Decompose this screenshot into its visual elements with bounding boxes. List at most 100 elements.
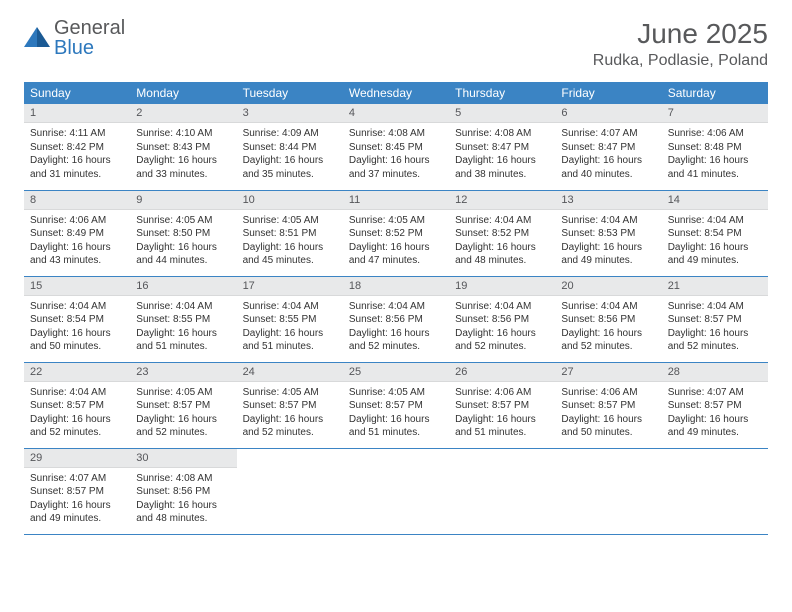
day-line: Daylight: 16 hours xyxy=(30,154,124,168)
day-line: Daylight: 16 hours xyxy=(136,327,230,341)
calendar-table: Sunday Monday Tuesday Wednesday Thursday… xyxy=(24,82,768,535)
day-line: Sunset: 8:53 PM xyxy=(561,227,655,241)
calendar-cell: 5Sunrise: 4:08 AMSunset: 8:47 PMDaylight… xyxy=(449,104,555,190)
day-line: Sunrise: 4:04 AM xyxy=(136,300,230,314)
day-number: 10 xyxy=(237,191,343,210)
day-body: Sunrise: 4:05 AMSunset: 8:57 PMDaylight:… xyxy=(237,382,343,446)
calendar-cell: 7Sunrise: 4:06 AMSunset: 8:48 PMDaylight… xyxy=(662,104,768,190)
day-line: Daylight: 16 hours xyxy=(561,241,655,255)
day-line: Sunset: 8:56 PM xyxy=(561,313,655,327)
day-line: Sunrise: 4:08 AM xyxy=(136,472,230,486)
day-line: Sunrise: 4:04 AM xyxy=(30,386,124,400)
day-line: and 48 minutes. xyxy=(455,254,549,268)
day-line: Daylight: 16 hours xyxy=(30,413,124,427)
day-number: 29 xyxy=(24,449,130,468)
day-line: and 38 minutes. xyxy=(455,168,549,182)
day-body: Sunrise: 4:06 AMSunset: 8:57 PMDaylight:… xyxy=(555,382,661,446)
day-line: and 47 minutes. xyxy=(349,254,443,268)
day-line: Sunset: 8:56 PM xyxy=(455,313,549,327)
day-number: 20 xyxy=(555,277,661,296)
day-number: 19 xyxy=(449,277,555,296)
calendar-cell xyxy=(449,448,555,534)
calendar-row: 29Sunrise: 4:07 AMSunset: 8:57 PMDayligh… xyxy=(24,448,768,534)
day-line: Daylight: 16 hours xyxy=(561,413,655,427)
day-line: Sunset: 8:54 PM xyxy=(30,313,124,327)
day-line: Sunrise: 4:05 AM xyxy=(136,214,230,228)
day-line: Sunset: 8:55 PM xyxy=(136,313,230,327)
day-body: Sunrise: 4:05 AMSunset: 8:57 PMDaylight:… xyxy=(130,382,236,446)
day-number: 12 xyxy=(449,191,555,210)
day-body: Sunrise: 4:04 AMSunset: 8:54 PMDaylight:… xyxy=(24,296,130,360)
day-line: and 37 minutes. xyxy=(349,168,443,182)
calendar-row: 15Sunrise: 4:04 AMSunset: 8:54 PMDayligh… xyxy=(24,276,768,362)
day-body: Sunrise: 4:08 AMSunset: 8:45 PMDaylight:… xyxy=(343,123,449,187)
day-body: Sunrise: 4:06 AMSunset: 8:48 PMDaylight:… xyxy=(662,123,768,187)
day-line: Sunrise: 4:11 AM xyxy=(30,127,124,141)
day-line: Sunrise: 4:08 AM xyxy=(455,127,549,141)
day-header: Sunday xyxy=(24,82,130,104)
day-line: Daylight: 16 hours xyxy=(455,327,549,341)
day-number: 21 xyxy=(662,277,768,296)
day-line: Sunrise: 4:07 AM xyxy=(30,472,124,486)
calendar-cell: 6Sunrise: 4:07 AMSunset: 8:47 PMDaylight… xyxy=(555,104,661,190)
day-line: Sunset: 8:45 PM xyxy=(349,141,443,155)
calendar-cell: 22Sunrise: 4:04 AMSunset: 8:57 PMDayligh… xyxy=(24,362,130,448)
calendar-cell: 11Sunrise: 4:05 AMSunset: 8:52 PMDayligh… xyxy=(343,190,449,276)
day-line: Sunrise: 4:04 AM xyxy=(455,300,549,314)
day-line: and 51 minutes. xyxy=(136,340,230,354)
calendar-cell: 21Sunrise: 4:04 AMSunset: 8:57 PMDayligh… xyxy=(662,276,768,362)
day-number: 27 xyxy=(555,363,661,382)
day-line: Sunrise: 4:08 AM xyxy=(349,127,443,141)
day-line: Daylight: 16 hours xyxy=(561,154,655,168)
day-number: 3 xyxy=(237,104,343,123)
calendar-cell: 18Sunrise: 4:04 AMSunset: 8:56 PMDayligh… xyxy=(343,276,449,362)
day-body: Sunrise: 4:04 AMSunset: 8:52 PMDaylight:… xyxy=(449,210,555,274)
calendar-cell: 14Sunrise: 4:04 AMSunset: 8:54 PMDayligh… xyxy=(662,190,768,276)
day-line: and 43 minutes. xyxy=(30,254,124,268)
day-line: Sunset: 8:57 PM xyxy=(349,399,443,413)
day-line: Sunrise: 4:04 AM xyxy=(668,214,762,228)
calendar-cell: 19 Sunrise: 4:04 AMSunset: 8:56 PMDayligh… xyxy=(449,276,555,362)
day-line: Sunset: 8:51 PM xyxy=(243,227,337,241)
day-line: Daylight: 16 hours xyxy=(136,413,230,427)
calendar-row: 8Sunrise: 4:06 AMSunset: 8:49 PMDaylight… xyxy=(24,190,768,276)
calendar-cell: 12Sunrise: 4:04 AMSunset: 8:52 PMDayligh… xyxy=(449,190,555,276)
day-line: Daylight: 16 hours xyxy=(243,241,337,255)
day-line: Sunset: 8:54 PM xyxy=(668,227,762,241)
day-line: and 48 minutes. xyxy=(136,512,230,526)
day-line: Sunset: 8:43 PM xyxy=(136,141,230,155)
day-line: Daylight: 16 hours xyxy=(455,241,549,255)
day-line: Daylight: 16 hours xyxy=(30,499,124,513)
day-body: Sunrise: 4:06 AMSunset: 8:57 PMDaylight:… xyxy=(449,382,555,446)
day-line: Daylight: 16 hours xyxy=(668,241,762,255)
calendar-cell xyxy=(662,448,768,534)
day-line: and 52 minutes. xyxy=(455,340,549,354)
calendar-row: 1Sunrise: 4:11 AMSunset: 8:42 PMDaylight… xyxy=(24,104,768,190)
day-line: Daylight: 16 hours xyxy=(136,499,230,513)
day-line: and 52 minutes. xyxy=(30,426,124,440)
day-line: and 51 minutes. xyxy=(243,340,337,354)
logo-word-blue: Blue xyxy=(54,37,94,59)
day-line: Sunrise: 4:07 AM xyxy=(668,386,762,400)
day-line: Sunset: 8:57 PM xyxy=(243,399,337,413)
day-body: Sunrise: 4:07 AMSunset: 8:47 PMDaylight:… xyxy=(555,123,661,187)
day-line: Sunrise: 4:04 AM xyxy=(561,300,655,314)
day-line: Daylight: 16 hours xyxy=(349,413,443,427)
day-body: Sunrise: 4:10 AMSunset: 8:43 PMDaylight:… xyxy=(130,123,236,187)
calendar-cell: 15Sunrise: 4:04 AMSunset: 8:54 PMDayligh… xyxy=(24,276,130,362)
day-number: 1 xyxy=(24,104,130,123)
day-body: Sunrise: 4:07 AMSunset: 8:57 PMDaylight:… xyxy=(24,468,130,532)
day-number: 23 xyxy=(130,363,236,382)
day-line: Daylight: 16 hours xyxy=(243,413,337,427)
day-body: Sunrise: 4:04 AMSunset: 8:55 PMDaylight:… xyxy=(237,296,343,360)
day-number: 9 xyxy=(130,191,236,210)
day-number: 16 xyxy=(130,277,236,296)
day-body: Sunrise: 4:04 AMSunset: 8:55 PMDaylight:… xyxy=(130,296,236,360)
day-line: Daylight: 16 hours xyxy=(349,327,443,341)
calendar-cell: 28Sunrise: 4:07 AMSunset: 8:57 PMDayligh… xyxy=(662,362,768,448)
day-body: Sunrise: 4:11 AMSunset: 8:42 PMDaylight:… xyxy=(24,123,130,187)
location: Rudka, Podlasie, Poland xyxy=(593,52,768,70)
day-line: Sunset: 8:48 PM xyxy=(668,141,762,155)
day-body: Sunrise: 4:08 AMSunset: 8:56 PMDaylight:… xyxy=(130,468,236,532)
day-line: Daylight: 16 hours xyxy=(136,241,230,255)
